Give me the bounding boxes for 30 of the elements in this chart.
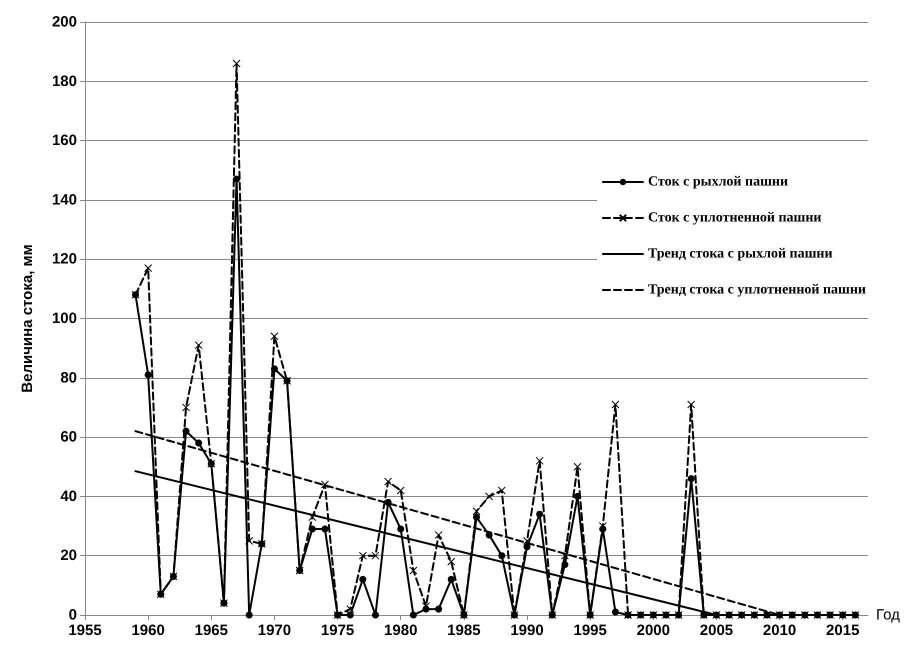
y-axis-title: Величина стока, мм: [19, 244, 36, 393]
legend-label: Тренд стока с уплотненной пашни: [648, 282, 866, 298]
y-tick-label: 0: [68, 606, 77, 624]
x-tick-label: 1970: [258, 622, 292, 639]
y-tick-label: 80: [60, 369, 77, 386]
y-tick-label: 60: [60, 428, 77, 446]
x-axis-title: Год: [876, 606, 900, 624]
x-tick-label: 2000: [636, 622, 670, 639]
y-tick-label: 100: [52, 310, 77, 327]
y-tick-label: 160: [52, 132, 77, 150]
x-tick-label: 2005: [700, 622, 734, 639]
y-tick-label: 140: [52, 191, 77, 208]
x-tick-label: 1965: [194, 622, 228, 639]
x-tick-label: 1985: [447, 622, 481, 639]
x-tick-label: 1995: [573, 622, 607, 639]
x-tick-label: 2010: [762, 622, 796, 639]
x-tick-label: 1990: [510, 622, 544, 639]
y-tick-label: 200: [52, 14, 77, 30]
y-tick-label: 180: [52, 72, 77, 90]
x-tick-label: 1955: [68, 622, 102, 639]
x-tick-label: 1980: [384, 622, 418, 639]
y-tick-label: 20: [60, 547, 77, 564]
legend-label: Сток с рыхлой пашни: [648, 174, 788, 190]
x-tick-label: 1960: [131, 622, 165, 639]
y-tick-label: 40: [60, 488, 77, 505]
y-tick-label: 120: [52, 250, 77, 268]
legend-label: Тренд стока с рыхлой пашни: [648, 246, 833, 262]
x-tick-label: 1975: [320, 622, 354, 639]
legend-label: Сток с уплотненной пашни: [648, 210, 822, 226]
x-tick-label: 2015: [826, 622, 860, 639]
